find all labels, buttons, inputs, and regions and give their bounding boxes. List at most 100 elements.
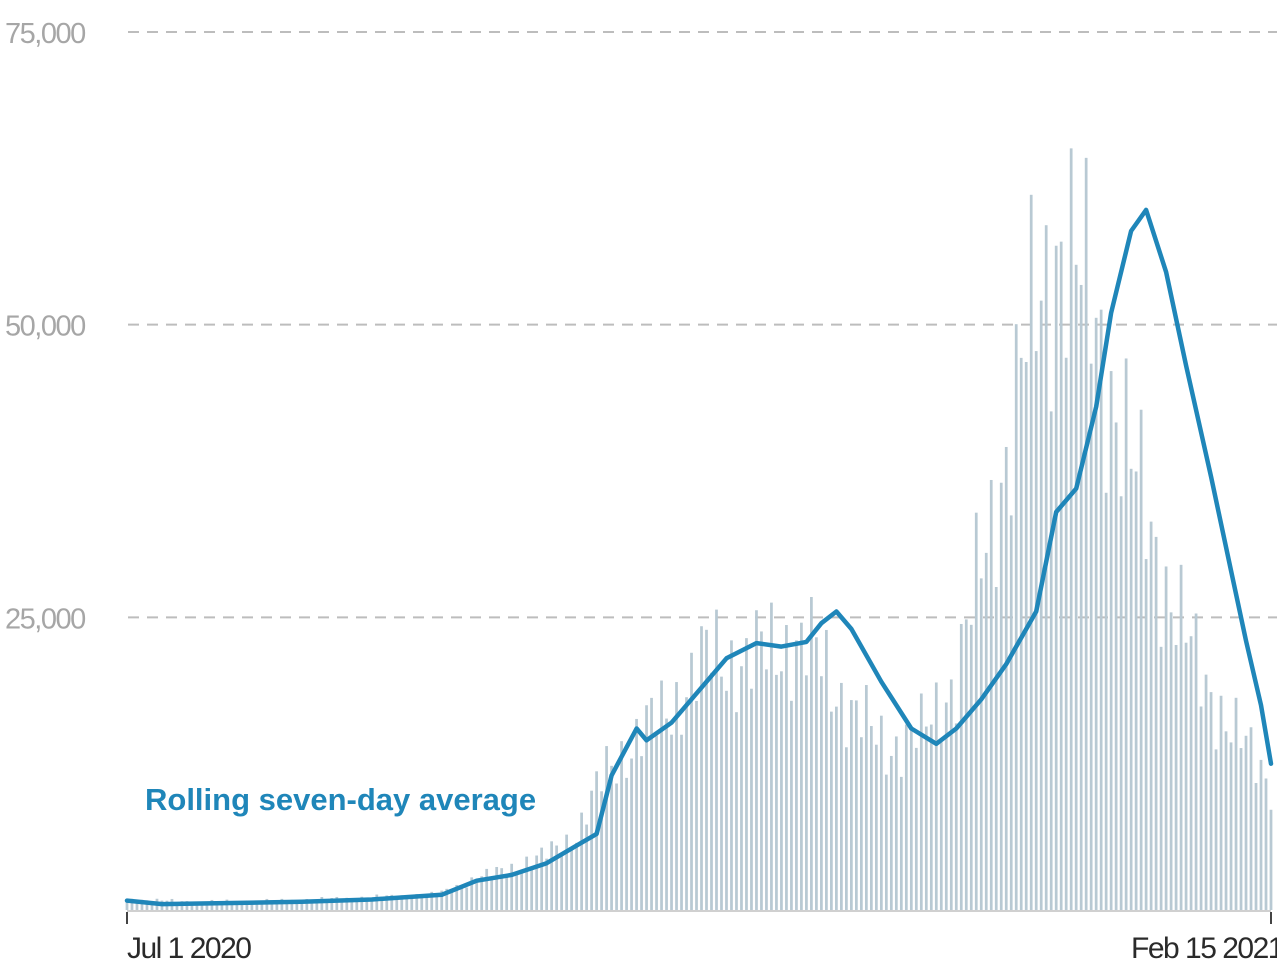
daily-bar: [445, 888, 449, 910]
daily-bar: [495, 866, 499, 910]
daily-bar: [285, 901, 289, 910]
daily-bar: [550, 841, 553, 910]
daily-bar: [1034, 351, 1038, 910]
daily-bar: [585, 824, 588, 910]
y-tick-label: 75,000: [5, 18, 85, 50]
daily-bar: [1189, 636, 1193, 910]
daily-bar: [675, 682, 678, 910]
daily-bar: [1079, 284, 1083, 910]
daily-bar: [470, 877, 474, 910]
daily-bar: [1159, 646, 1163, 910]
daily-bar: [1114, 422, 1118, 910]
daily-bar: [1184, 642, 1188, 910]
daily-bar: [460, 887, 464, 910]
daily-bar: [864, 685, 868, 910]
daily-bar: [330, 898, 334, 910]
daily-bar: [1214, 749, 1218, 910]
daily-bar: [200, 902, 204, 910]
daily-bar: [255, 901, 259, 910]
daily-bar: [545, 858, 549, 910]
daily-bar: [635, 718, 638, 910]
daily-bar: [1024, 362, 1028, 910]
daily-bar: [1209, 692, 1213, 910]
daily-bar: [1139, 409, 1143, 910]
daily-bar: [1054, 245, 1058, 910]
daily-bar: [310, 900, 314, 910]
daily-bar: [1089, 363, 1093, 910]
daily-bar: [1244, 735, 1248, 910]
daily-bar: [740, 666, 743, 910]
daily-bar: [979, 578, 983, 910]
daily-bar: [205, 902, 209, 910]
daily-bar: [215, 901, 219, 910]
daily-bar: [835, 706, 838, 910]
daily-bar: [884, 774, 888, 910]
daily-bar: [410, 898, 414, 910]
daily-bar: [300, 902, 304, 910]
daily-bar: [1154, 536, 1158, 910]
daily-bar: [760, 631, 763, 910]
daily-bar: [830, 711, 833, 910]
daily-bar: [984, 552, 988, 910]
daily-bar: [859, 737, 863, 910]
daily-bar: [650, 697, 653, 910]
daily-bar: [755, 610, 758, 910]
daily-bar: [800, 622, 803, 910]
daily-bar: [485, 868, 489, 910]
daily-bar: [1234, 697, 1238, 910]
daily-bar: [1259, 759, 1263, 910]
daily-bar: [745, 638, 748, 910]
daily-bar: [605, 746, 608, 910]
daily-bar: [325, 899, 329, 910]
daily-bar: [580, 812, 583, 910]
daily-bar: [125, 899, 129, 910]
daily-bar: [350, 898, 354, 910]
daily-bar: [690, 652, 693, 910]
daily-bar: [230, 902, 234, 910]
daily-bar: [919, 693, 923, 910]
daily-bar: [245, 903, 249, 910]
daily-bar: [475, 882, 479, 910]
daily-bar: [220, 901, 224, 910]
daily-bar: [275, 900, 279, 910]
daily-bar: [1219, 695, 1223, 910]
daily-bar: [610, 765, 613, 910]
daily-bar: [775, 674, 778, 910]
daily-bar: [1084, 157, 1088, 910]
daily-bar: [954, 723, 958, 910]
daily-bar: [1029, 194, 1033, 910]
daily-bar: [365, 898, 369, 910]
daily-bar: [854, 700, 858, 910]
daily-bar: [949, 679, 953, 910]
daily-bar: [465, 887, 469, 910]
daily-bar: [869, 726, 873, 910]
daily-bar: [1204, 674, 1208, 910]
gridlines: [128, 31, 1277, 619]
daily-bar: [765, 669, 768, 910]
daily-bar: [670, 734, 673, 910]
daily-bar: [785, 625, 788, 910]
daily-bar: [1124, 358, 1128, 910]
daily-bar: [500, 868, 504, 910]
daily-bar: [770, 602, 773, 910]
daily-bar: [1074, 264, 1078, 910]
rolling-average-line: [124, 207, 1274, 907]
daily-bar: [825, 629, 828, 910]
daily-bar: [735, 712, 738, 910]
daily-bar: [270, 901, 274, 910]
daily-bar: [1179, 564, 1183, 910]
daily-bar: [840, 682, 843, 910]
daily-bar: [315, 900, 319, 910]
daily-bar: [425, 895, 429, 910]
daily-bar: [795, 640, 798, 910]
daily-bar: [969, 624, 973, 910]
daily-bar: [725, 690, 728, 910]
daily-bar: [305, 899, 309, 910]
daily-bar: [1009, 515, 1013, 910]
daily-bar: [700, 626, 703, 910]
x-tick-label: Jul 1 2020: [127, 932, 251, 965]
rolling-average-line-group: [124, 207, 1274, 907]
daily-bar: [1129, 468, 1133, 910]
daily-bar: [1094, 317, 1098, 911]
